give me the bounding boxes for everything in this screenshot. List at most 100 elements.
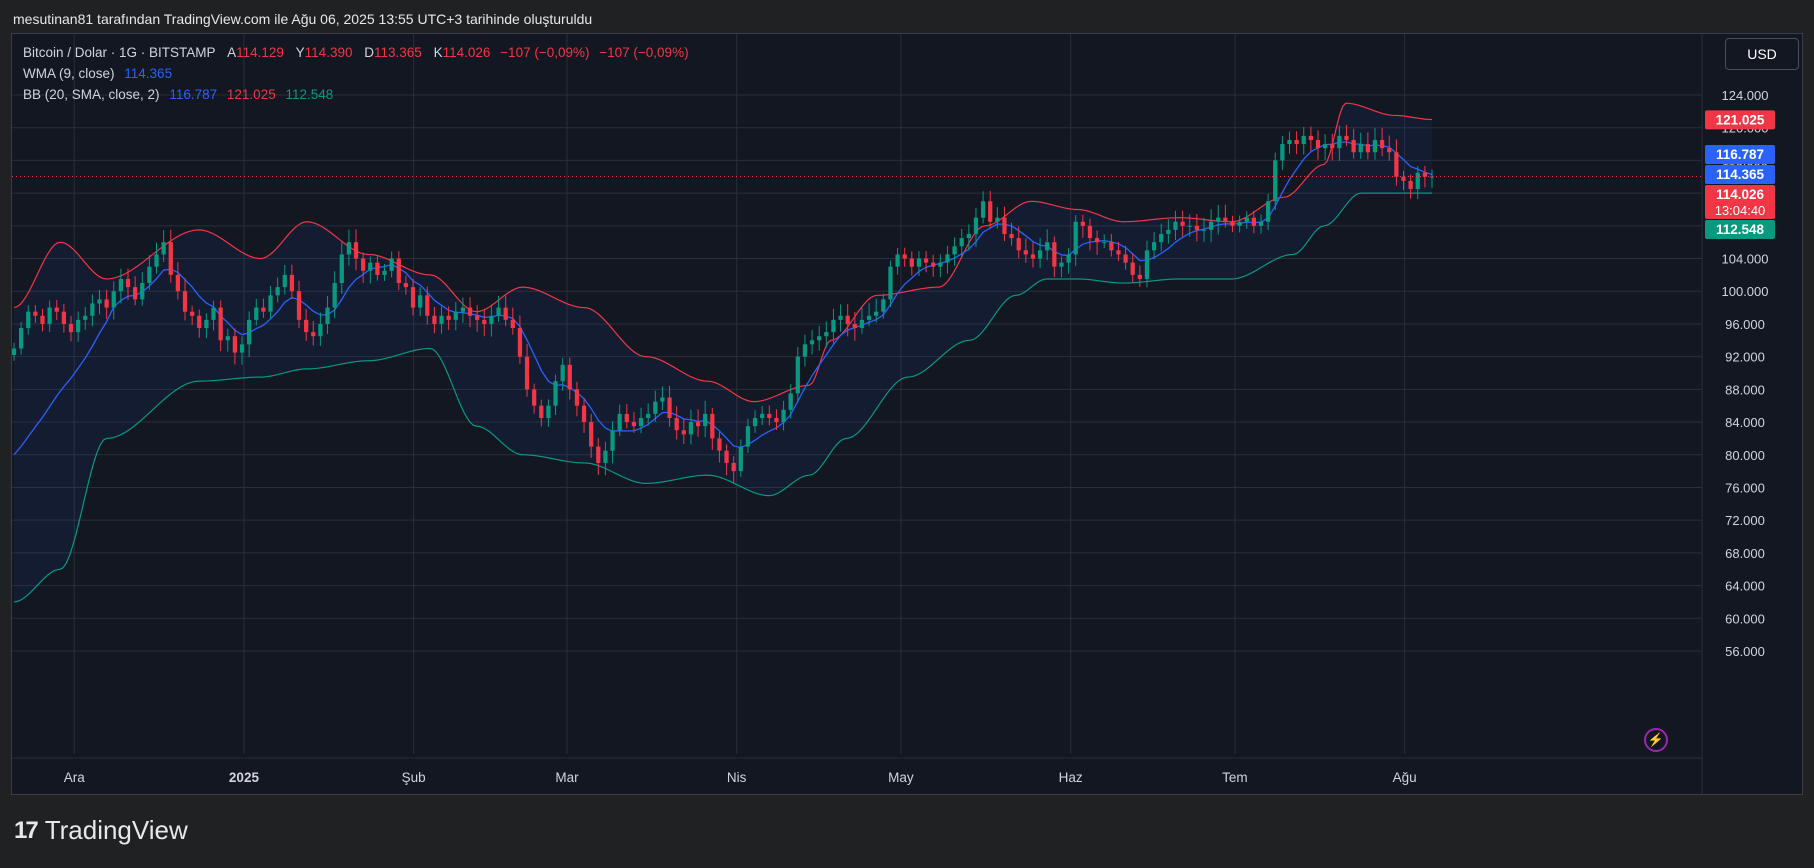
candle-body bbox=[268, 295, 273, 312]
candle-body bbox=[931, 262, 936, 267]
candle-body bbox=[232, 336, 238, 353]
candle-body bbox=[1102, 242, 1107, 244]
candle-body bbox=[40, 315, 45, 324]
candle-body bbox=[1365, 144, 1370, 153]
candle-body bbox=[567, 364, 572, 390]
candle-body bbox=[831, 319, 836, 333]
bb-label: BB (20, SMA, close, 2) bbox=[23, 87, 160, 102]
candle-body bbox=[995, 217, 1000, 222]
candle-body bbox=[161, 242, 166, 255]
candle-body bbox=[396, 258, 401, 284]
wma-label: WMA (9, close) bbox=[23, 66, 115, 81]
low-value: 113.365 bbox=[374, 45, 422, 60]
candle-body bbox=[261, 307, 266, 312]
y-tick-label: 124.000 bbox=[1722, 88, 1769, 103]
candle-body bbox=[667, 397, 672, 418]
candle-body bbox=[403, 283, 409, 288]
candle-body bbox=[881, 299, 886, 312]
candle-body bbox=[346, 242, 352, 255]
candle-body bbox=[695, 422, 701, 427]
candle-body bbox=[1144, 250, 1150, 279]
candle-body bbox=[1045, 242, 1050, 251]
high-value: 114.390 bbox=[304, 45, 353, 60]
candle-body bbox=[1030, 254, 1036, 259]
legend-bb-row[interactable]: BB (20, SMA, close, 2) 116.787 121.025 1… bbox=[23, 84, 689, 105]
candle-body bbox=[532, 389, 537, 406]
candle-body bbox=[1073, 221, 1078, 255]
y-tick-label: 76.000 bbox=[1725, 480, 1765, 495]
candle-body bbox=[33, 311, 38, 316]
candle-body bbox=[1244, 217, 1249, 222]
candle-body bbox=[1109, 242, 1114, 251]
candle-body bbox=[439, 315, 444, 324]
y-tick-label: 56.000 bbox=[1725, 644, 1765, 659]
candle-body bbox=[339, 254, 344, 284]
candle-body bbox=[1016, 238, 1021, 251]
y-tick-label: 92.000 bbox=[1725, 350, 1765, 365]
x-tick-label: Nis bbox=[727, 770, 747, 785]
candle-body bbox=[90, 303, 95, 316]
candle-body bbox=[1116, 250, 1121, 255]
price-label-text: 114.365 bbox=[1716, 167, 1765, 182]
lightning-icon[interactable]: ⚡ bbox=[1644, 728, 1668, 752]
x-tick-label: Mar bbox=[555, 770, 579, 785]
open-value: 114.129 bbox=[236, 45, 284, 60]
legend-ohlc-row: Bitcoin / Dolar · 1G · BITSTAMP A114.129… bbox=[23, 42, 689, 63]
candle-body bbox=[1123, 254, 1128, 263]
brand-name: TradingView bbox=[44, 815, 188, 845]
candle-body bbox=[26, 311, 31, 329]
candle-body bbox=[460, 307, 466, 312]
candle-body bbox=[175, 274, 181, 292]
symbol-title[interactable]: Bitcoin / Dolar · 1G · BITSTAMP bbox=[23, 45, 216, 60]
change-value-2: −107 (−0,09%) bbox=[599, 45, 689, 60]
candle-body bbox=[1173, 221, 1178, 230]
candle-body bbox=[581, 405, 587, 423]
candle-body bbox=[767, 413, 772, 418]
currency-button[interactable]: USD bbox=[1725, 38, 1799, 70]
candle-body bbox=[311, 332, 316, 337]
candle-body bbox=[653, 401, 658, 414]
candle-body bbox=[1401, 176, 1406, 181]
candle-body bbox=[140, 283, 145, 300]
candle-body bbox=[482, 319, 487, 324]
candle-body bbox=[1059, 262, 1064, 267]
candle-body bbox=[475, 315, 480, 320]
candle-body bbox=[425, 295, 430, 316]
candle-body bbox=[1159, 234, 1164, 243]
candle-body bbox=[809, 340, 815, 345]
price-label-text: 114.026 bbox=[1716, 187, 1765, 202]
candle-body bbox=[446, 315, 451, 320]
candle-body bbox=[1379, 139, 1385, 149]
candle-body bbox=[1223, 217, 1228, 222]
candle-body bbox=[489, 315, 494, 324]
close-label: K bbox=[433, 45, 443, 60]
candle-body bbox=[524, 356, 530, 390]
candle-body bbox=[966, 234, 971, 239]
x-tick-label: Tem bbox=[1222, 770, 1248, 785]
candle-body bbox=[1194, 225, 1199, 230]
candle-body bbox=[710, 413, 715, 439]
candle-body bbox=[752, 417, 758, 427]
candle-body bbox=[247, 319, 252, 345]
candle-body bbox=[61, 311, 67, 324]
candle-body bbox=[838, 315, 843, 320]
price-chart[interactable]: 124.000120.000116.000112.000108.000104.0… bbox=[12, 34, 1802, 794]
candle-body bbox=[638, 417, 644, 427]
bb-basis-value: 116.787 bbox=[169, 87, 218, 102]
x-tick-label: 2025 bbox=[229, 770, 260, 785]
close-value: 114.026 bbox=[442, 45, 491, 60]
candle-body bbox=[76, 319, 81, 333]
candle-body bbox=[1066, 254, 1071, 263]
candle-body bbox=[1230, 221, 1235, 226]
legend-wma-row[interactable]: WMA (9, close) 114.365 bbox=[23, 63, 689, 84]
bb-lower-value: 112.548 bbox=[285, 87, 334, 102]
tradingview-logo: 17 TradingView bbox=[14, 815, 188, 846]
bb-lower-line bbox=[13, 192, 1432, 603]
candle-body bbox=[1009, 234, 1014, 239]
chart-panel[interactable]: 124.000120.000116.000112.000108.000104.0… bbox=[11, 33, 1803, 795]
y-tick-label: 96.000 bbox=[1725, 317, 1765, 332]
candle-body bbox=[802, 344, 808, 357]
candle-body bbox=[1351, 139, 1356, 153]
candle-body bbox=[1187, 225, 1192, 227]
y-tick-label: 68.000 bbox=[1725, 546, 1765, 561]
